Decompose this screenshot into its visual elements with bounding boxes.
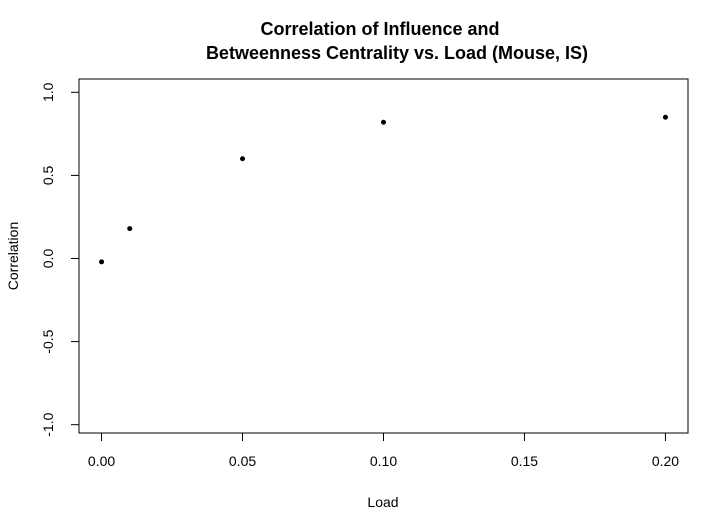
y-axis-label: Correlation xyxy=(5,222,21,290)
y-tick-label: 0.5 xyxy=(40,165,56,185)
x-tick-label: 0.05 xyxy=(229,453,256,469)
data-point xyxy=(99,259,105,265)
chart-title-line-2: Betweenness Centrality vs. Load (Mouse, … xyxy=(206,43,588,63)
y-axis: -1.0 -0.5 0.0 0.5 1.0 xyxy=(40,82,80,437)
y-tick-label: -0.5 xyxy=(40,329,56,353)
y-tick-label: 0.0 xyxy=(40,249,56,269)
x-tick-label: 0.10 xyxy=(370,453,397,469)
data-points xyxy=(99,114,668,265)
data-point xyxy=(127,226,133,232)
x-axis-label: Load xyxy=(367,494,398,510)
chart-title-line-1: Correlation of Influence and xyxy=(260,19,499,39)
x-tick-label: 0.15 xyxy=(511,453,538,469)
x-axis: 0.00 0.05 0.10 0.15 0.20 xyxy=(88,432,679,469)
x-tick-label: 0.00 xyxy=(88,453,115,469)
data-point xyxy=(240,156,246,162)
data-point xyxy=(381,119,386,125)
y-tick-label: -1.0 xyxy=(40,412,56,436)
data-point xyxy=(662,114,668,120)
x-tick-label: 0.20 xyxy=(652,453,679,469)
y-tick-label: 1.0 xyxy=(40,82,56,102)
plot-frame xyxy=(78,78,689,434)
